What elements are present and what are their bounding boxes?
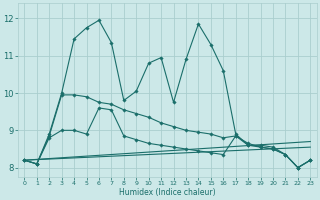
X-axis label: Humidex (Indice chaleur): Humidex (Indice chaleur) xyxy=(119,188,216,197)
